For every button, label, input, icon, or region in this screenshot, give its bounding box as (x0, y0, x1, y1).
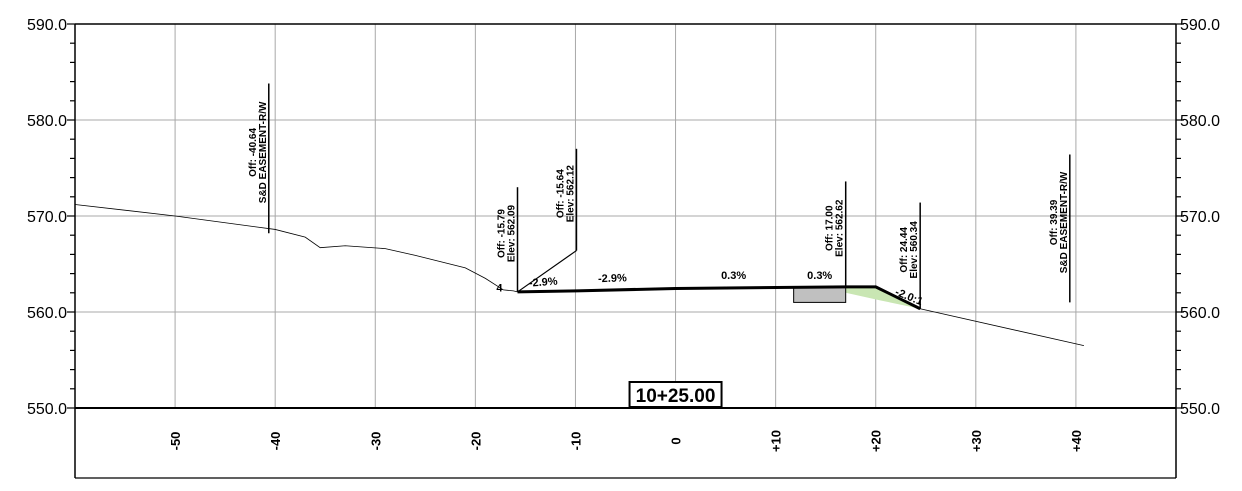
plot-frame (74, 23, 1177, 479)
y-tick-label: 550.0 (1180, 401, 1220, 418)
y-tick-label: 560.0 (1180, 305, 1220, 322)
existing-ground-right (920, 308, 1085, 346)
slope-label: 4 (496, 282, 503, 294)
x-tick-label: -10 (568, 432, 583, 451)
fill-slope-area (845, 286, 921, 309)
y-tick-label: 580.0 (27, 113, 67, 130)
annotation-detail: S&D EASEMENT-R/W (258, 101, 269, 203)
x-tick-label: +20 (869, 430, 884, 452)
fill-area (793, 286, 921, 309)
y-tick-label: 550.0 (27, 401, 67, 418)
station-label-box (628, 381, 723, 408)
x-tick-label: -50 (168, 432, 183, 451)
x-axis-offsets: -50 -40 -30 -20 -10 0 +10 +20 +30 +40 (168, 430, 1084, 452)
y-tick-label: 590.0 (27, 17, 67, 34)
annotation-detail: Elev: 562.09 (507, 204, 518, 262)
annotation-offset: Off: -40.64 (248, 128, 259, 177)
annotation-detail: Elev: 560.34 (909, 221, 920, 279)
annotation-offset: Off: 17.00 (825, 205, 836, 251)
slope-label: -2.9% (598, 272, 627, 285)
x-tick-label: +40 (1069, 430, 1084, 452)
slope-label: 0.3% (807, 270, 832, 282)
annotation-offset: Off: 39.39 (1049, 199, 1060, 245)
y-tick-label: 570.0 (1180, 209, 1220, 226)
design-tie-line (517, 250, 577, 293)
x-tick-label: -20 (468, 432, 483, 451)
design-surface-line (517, 250, 921, 311)
station-label: 10+25.00 (636, 386, 716, 407)
y-axis-right: 590.0 580.0 570.0 560.0 550.0 (1176, 17, 1220, 418)
y-tick-label: 580.0 (1180, 113, 1220, 130)
annotation-detail: Elev: 562.62 (835, 199, 846, 257)
y-axis-left: 590.0 580.0 570.0 560.0 550.0 (27, 17, 75, 418)
y-tick-label: 590.0 (1180, 17, 1220, 34)
existing-ground-line (74, 204, 1085, 346)
design-surface (517, 285, 921, 311)
annotation-offset: Off: 24.44 (899, 227, 910, 273)
annotation-offset: Off: -15.64 (555, 169, 566, 218)
station-label-group: 10+25.00 (628, 381, 723, 408)
grid-lines (75, 24, 1176, 408)
x-tick-label: 0 (669, 437, 684, 444)
x-tick-label: -40 (268, 432, 283, 451)
annotation-detail: Elev: 562.12 (565, 165, 576, 223)
curb-box (793, 286, 847, 303)
annotation-offset: Off: -15.79 (497, 209, 508, 258)
slope-label: 0.3% (721, 270, 746, 282)
y-tick-label: 570.0 (27, 209, 67, 226)
slope-label: -2.9% (528, 276, 558, 290)
annotation-detail: S&D EASEMENT-R/W (1059, 171, 1070, 273)
x-tick-label: +30 (969, 430, 984, 452)
existing-ground-left (74, 204, 518, 293)
x-tick-label: -30 (368, 432, 383, 451)
y-tick-label: 560.0 (27, 305, 67, 322)
x-tick-label: +10 (769, 430, 784, 452)
